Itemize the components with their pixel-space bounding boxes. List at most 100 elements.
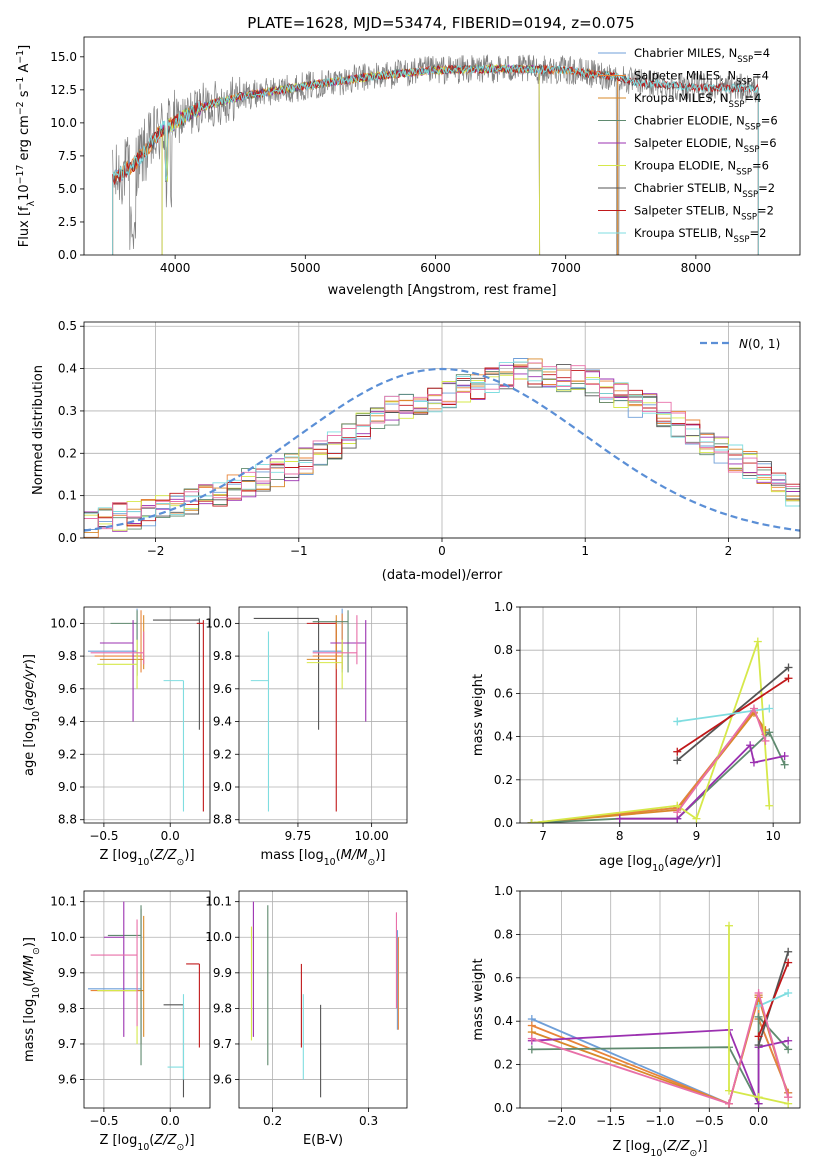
residual-plot-area [84,358,800,538]
spectrum-model-line [112,63,759,255]
y-tick-label: 9.2 [58,747,77,761]
y-tick-label: 0.8 [494,643,513,657]
age-z-panel-xlabel-part: Z/Z [153,848,177,863]
residual-histogram [84,361,800,518]
spectrum-ylabel-part: Flux [f [17,206,32,247]
spectrum-ylabel-part: ] [17,45,32,50]
y-tick-label: 0.6 [494,686,513,700]
x-tick-label: 10 [766,829,781,843]
y-tick-label: 2.5 [58,215,77,229]
x-tick-label: 10.00 [354,829,388,843]
residual-histogram [84,361,800,527]
y-tick-label: 8.8 [58,813,77,827]
mass-ebv-panel: 0.2 0.3 9.6 9.7 9.8 9.9 10.0 10.1 [205,890,408,1128]
age-mass-panel-xlabel-part: )] [375,848,385,863]
legend-label-part: =4 [753,46,770,60]
spectrum-model-line [161,64,541,255]
weight-age-panel-xlabel-part: )] [711,854,721,869]
legend-label-part: =6 [761,114,778,128]
legend-label-part: Chabrier STELIB, N [634,181,742,195]
age-mass-panel: 9.75 10.00 8.8 9.0 9.2 9.4 9.6 9.8 10.0 [205,606,408,843]
residual-panel: −2 −1 0 1 2 0.0 0.1 0.2 0.3 0.4 0.5 [58,319,801,558]
x-tick-label: −1.5 [596,1114,625,1128]
spectrum-xlabel: wavelength [Angstrom, rest frame] [328,283,557,298]
y-tick-label: 9.6 [213,682,232,696]
mass-z-panel-ylabel-part: 10 [31,987,42,999]
y-tick-label: 9.7 [58,1037,77,1051]
y-tick-label: 9.9 [58,966,77,980]
y-tick-label: 9.8 [58,649,77,663]
y-tick-label: 0.4 [494,730,513,744]
age-z-panel: −0.5 0.0 8.8 9.0 9.2 9.4 9.6 9.8 10.0 [50,606,211,843]
age-mass-panel-axes: 9.75 10.00 8.8 9.0 9.2 9.4 9.6 9.8 10.0 [205,606,408,843]
x-tick-label: −1 [290,544,308,558]
y-tick-label: 5.0 [58,182,77,196]
y-tick-label: 9.8 [213,649,232,663]
residual-histogram [84,362,800,531]
spectrum-model-line [112,64,619,255]
mass-z-panel-xlabel-part: )] [184,1133,194,1148]
residual-legend-label-part: (0, 1) [748,337,780,351]
legend-label-part: SSP [742,190,758,200]
weight-age-panel-xlabel-part: 10 [652,863,664,874]
y-tick-label: 1.0 [494,600,513,614]
age-z-panel-ylabel-part: ( [22,706,37,711]
mass-z-panel-plot-area [87,901,200,1098]
age-z-panel-plot-area [87,608,204,812]
legend-label: Kroupa MILES, NSSP=4 [634,91,761,110]
legend-label-part: =2 [749,226,766,240]
spectrum-ylabel: Flux [fλ10−17 erg cm−2 s−1 A−1] [15,45,37,247]
y-tick-label: 0.2 [494,1058,513,1072]
weight-age-panel-xlabel: age [log10(age/yr)] [599,854,721,874]
age-z-panel-axes: −0.5 0.0 8.8 9.0 9.2 9.4 9.6 9.8 10.0 [50,606,211,843]
residual-axes: −2 −1 0 1 2 0.0 0.1 0.2 0.3 0.4 0.5 [58,319,801,558]
legend-label-part: Chabrier MILES, N [634,46,737,60]
legend-label-part: =4 [752,69,769,83]
y-tick-label: 9.9 [213,966,232,980]
mass-ebv-panel-xlabel: E(B-V) [303,1133,343,1148]
y-tick-label: 15.0 [50,50,77,64]
weight-age-panel-ylabel: mass weight [471,674,486,756]
y-tick-label: 0.0 [494,816,513,830]
legend-label-part: Salpeter ELODIE, N [634,136,744,150]
x-tick-label: −2 [147,544,165,558]
x-tick-label: 4000 [160,261,191,275]
spectrum-model-line [112,64,619,255]
mass-weight-line [676,677,789,753]
weight-z-panel-xlabel-part: ( [662,1139,667,1154]
y-tick-label: 9.7 [213,1037,232,1051]
residual-histogram [84,362,800,530]
spectrum-ylabel-part: −17 [15,165,26,185]
age-mass-panel-xlabel-part: M/M [341,848,368,863]
weight-z-panel-xlabel: Z [log10(Z/Z⊙)] [612,1139,707,1159]
legend-label-part: Salpeter STELIB, N [634,204,741,218]
mass-z-panel-ylabel-part: ⊙ [31,947,42,955]
x-tick-label: 5000 [290,261,321,275]
legend-label-part: Kroupa ELODIE, N [634,159,736,173]
mass-z-panel-ylabel-part: ( [22,982,37,987]
spectrum-ylabel-part: 10 [17,184,32,201]
legend-label-part: SSP [737,55,753,65]
mass-z-panel-xlabel-part: Z/Z [153,1133,177,1148]
age-z-panel-ylabel-part: age/yr [22,662,37,705]
x-tick-label: 7000 [550,261,581,275]
mass-weight-line [531,709,767,823]
age-z-panel-xlabel-part: ⊙ [177,857,185,868]
y-tick-label: 10.0 [50,930,77,944]
weight-z-panel-plot-area [527,921,793,1108]
legend-label-part: SSP [729,100,745,110]
age-z-panel-xlabel-part: Z [log [99,848,137,863]
x-tick-label: 8 [616,829,624,843]
mass-z-panel-xlabel-part: ( [149,1133,154,1148]
mass-z-panel-xlabel-part: ⊙ [177,1142,185,1153]
y-tick-label: 9.6 [58,1073,77,1087]
weight-z-panel-axes: −2.0 −1.5 −1.0 −0.5 0.0 0.0 0.2 0.4 0.6 0.8 1.0 [494,884,801,1128]
legend-label: Salpeter MILES, NSSP=4 [634,69,769,88]
y-tick-label: 9.6 [58,682,77,696]
mass-ebv-panel-plot-area [250,901,399,1098]
legend-label: Chabrier ELODIE, NSSP=6 [634,114,778,133]
y-tick-label: 10.0 [205,930,232,944]
residual-ylabel: Normed distribution [31,365,46,495]
weight-z-panel-xlabel-part: Z/Z [666,1139,690,1154]
